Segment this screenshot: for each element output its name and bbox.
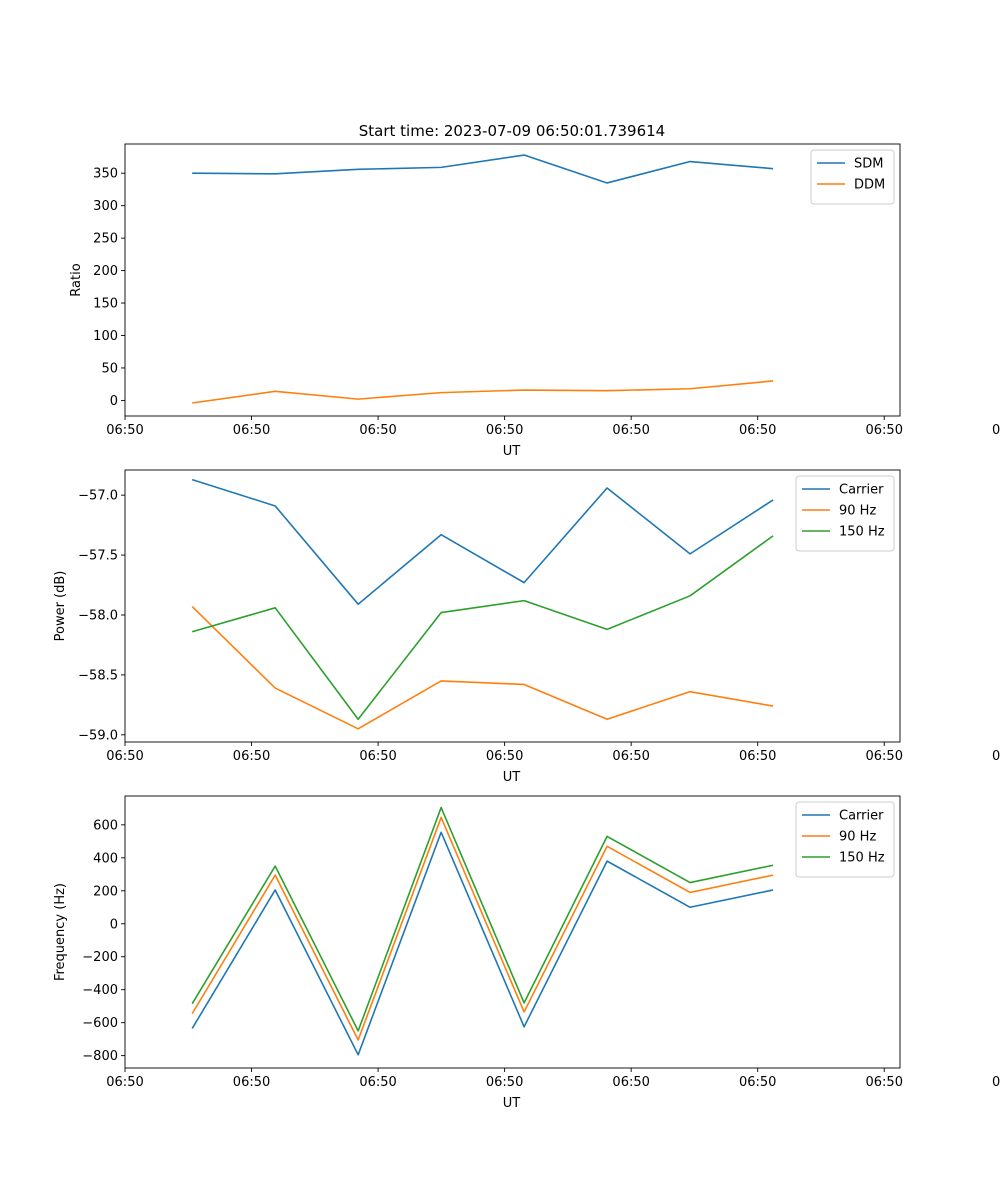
x-tick-label: 06:50 — [359, 423, 396, 438]
y-tick-label: 200 — [93, 884, 118, 899]
y-tick-label: 300 — [93, 199, 118, 214]
x-tick-label: 06:50 — [866, 749, 903, 764]
legend-label: 90 Hz — [839, 830, 876, 845]
x-axis-label: UT — [503, 1096, 521, 1111]
y-tick-label: 200 — [93, 264, 118, 279]
axes-frame — [124, 795, 901, 1069]
power-chart: 06:50 06:50 06:50 06:50 06:50 06:50 06:50 06:51… — [53, 469, 1000, 785]
legend-box — [795, 475, 895, 552]
y-axis-label: Ratio — [69, 263, 84, 296]
series-line-ddm — [192, 380, 774, 404]
legend-label: DDM — [854, 178, 885, 193]
x-tick-label: 06:50 — [233, 1075, 270, 1090]
legend-label: 150 Hz — [839, 851, 885, 866]
y-tick-label: 250 — [93, 232, 118, 247]
y-tick-label: 600 — [93, 818, 118, 833]
legend-label: SDM — [854, 157, 883, 172]
y-tick-label: −400 — [82, 983, 118, 998]
x-tick-label: 06:50 — [739, 423, 776, 438]
x-tick-label: 06:50 — [612, 1075, 649, 1090]
x-tick-label: 06:51 — [992, 1075, 1000, 1090]
x-tick-label: 06:50 — [106, 1075, 143, 1090]
y-tick-label: −57.0 — [78, 489, 118, 504]
legend-label: 90 Hz — [839, 504, 876, 519]
x-tick-label: 06:51 — [992, 749, 1000, 764]
x-tick-label: 06:50 — [612, 749, 649, 764]
y-tick-label: −59.0 — [78, 728, 118, 743]
legend-label: Carrier — [839, 483, 884, 498]
x-tick-label: 06:50 — [486, 1075, 523, 1090]
x-tick-label: 06:50 — [233, 423, 270, 438]
series-line-90-hz — [191, 816, 774, 1041]
y-tick-label: 400 — [93, 851, 118, 866]
y-tick-label: 50 — [101, 361, 118, 376]
y-tick-label: −58.5 — [78, 668, 118, 683]
x-tick-label: 06:50 — [739, 749, 776, 764]
ratio-chart: 06:50 06:50 06:50 06:50 06:50 06:50 06:50 06:51… — [69, 143, 1000, 459]
series-line-150-hz — [191, 806, 774, 1032]
series-line-sdm — [192, 154, 774, 184]
y-axis-label: Power (dB) — [53, 571, 68, 642]
x-axis-label: UT — [503, 444, 521, 459]
axes-frame — [124, 469, 901, 743]
x-tick-label: 06:50 — [359, 749, 396, 764]
x-axis-label: UT — [503, 770, 521, 785]
y-tick-label: 150 — [93, 297, 118, 312]
legend-label: 150 Hz — [839, 525, 885, 540]
y-tick-label: 100 — [93, 329, 118, 344]
axes-frame — [124, 143, 901, 417]
y-tick-label: −800 — [82, 1049, 118, 1064]
x-tick-label: 06:51 — [992, 423, 1000, 438]
series-line-150-hz — [191, 535, 774, 721]
y-tick-label: −57.5 — [78, 549, 118, 564]
x-tick-label: 06:50 — [612, 423, 649, 438]
legend-box — [795, 801, 895, 878]
y-tick-label: 350 — [93, 167, 118, 182]
x-tick-label: 06:50 — [739, 1075, 776, 1090]
y-tick-label: −200 — [82, 950, 118, 965]
x-tick-label: 06:50 — [486, 749, 523, 764]
x-tick-label: 06:50 — [866, 1075, 903, 1090]
x-tick-label: 06:50 — [233, 749, 270, 764]
legend-label: Carrier — [839, 809, 884, 824]
frequency-chart: 06:50 06:50 06:50 06:50 06:50 06:50 06:50 06:51… — [53, 795, 1000, 1111]
y-tick-label: −600 — [82, 1016, 118, 1031]
x-tick-label: 06:50 — [106, 423, 143, 438]
x-tick-label: 06:50 — [866, 423, 903, 438]
legend: Carrier 90 Hz 150 Hz — [795, 475, 895, 552]
legend: Carrier 90 Hz 150 Hz — [795, 801, 895, 878]
series-line-carrier — [191, 831, 774, 1056]
y-axis-label: Frequency (Hz) — [53, 883, 68, 981]
x-tick-label: 06:50 — [486, 423, 523, 438]
legend: SDM DDM — [810, 149, 895, 205]
figure-title: Start time: 2023-07-09 06:50:01.739614 — [359, 122, 665, 140]
series-line-carrier — [191, 478, 774, 606]
x-tick-label: 06:50 — [359, 1075, 396, 1090]
y-tick-label: −58.0 — [78, 608, 118, 623]
y-tick-label: 0 — [110, 917, 118, 932]
x-tick-label: 06:50 — [106, 749, 143, 764]
series-line-90-hz — [191, 606, 774, 730]
y-tick-label: 0 — [110, 394, 118, 409]
